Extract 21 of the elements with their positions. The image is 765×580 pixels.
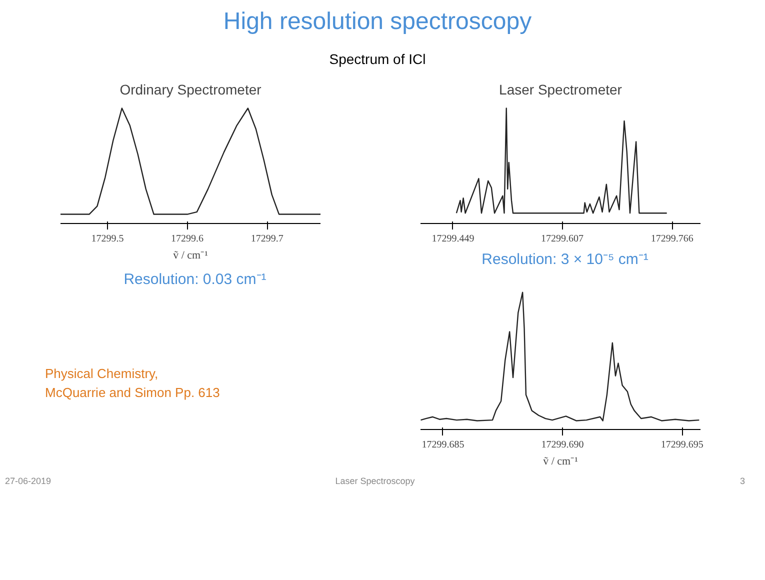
text: 3 — [740, 475, 745, 488]
x-tick-label: 17299.607 — [540, 234, 584, 244]
x-tick-label: 17299.766 — [650, 234, 694, 244]
x-axis-title: ṽ / cm⁻¹ — [173, 250, 208, 262]
x-tick-label: 17299.690 — [541, 440, 584, 450]
x-tick-label: 17299.5 — [91, 234, 124, 244]
x-tick-label: 17299.685 — [422, 440, 464, 450]
chart-title: Laser Spectrometer — [499, 82, 622, 98]
chart-title: Ordinary Spectrometer — [120, 82, 262, 98]
x-tick-label: 17299.695 — [660, 440, 704, 450]
text: Laser Spectroscopy — [335, 475, 415, 488]
text: High resolution spectroscopy — [223, 7, 532, 37]
x-tick-label: 17299.449 — [432, 234, 474, 244]
text: Physical Chemistry, McQuarrie and Simon Pp. 613 — [45, 365, 220, 402]
x-tick-label: 17299.7 — [250, 234, 284, 244]
x-axis-title: ṽ / cm⁻¹ — [543, 456, 578, 468]
x-tick-label: 17299.6 — [171, 234, 204, 244]
text: Spectrum of ICl — [329, 50, 426, 69]
text: Resolution: 0.03 cm⁻¹ — [124, 270, 266, 290]
text: 27-06-2019 — [5, 475, 52, 488]
text: Resolution: 3 × 10⁻⁵ cm⁻¹ — [482, 250, 648, 270]
